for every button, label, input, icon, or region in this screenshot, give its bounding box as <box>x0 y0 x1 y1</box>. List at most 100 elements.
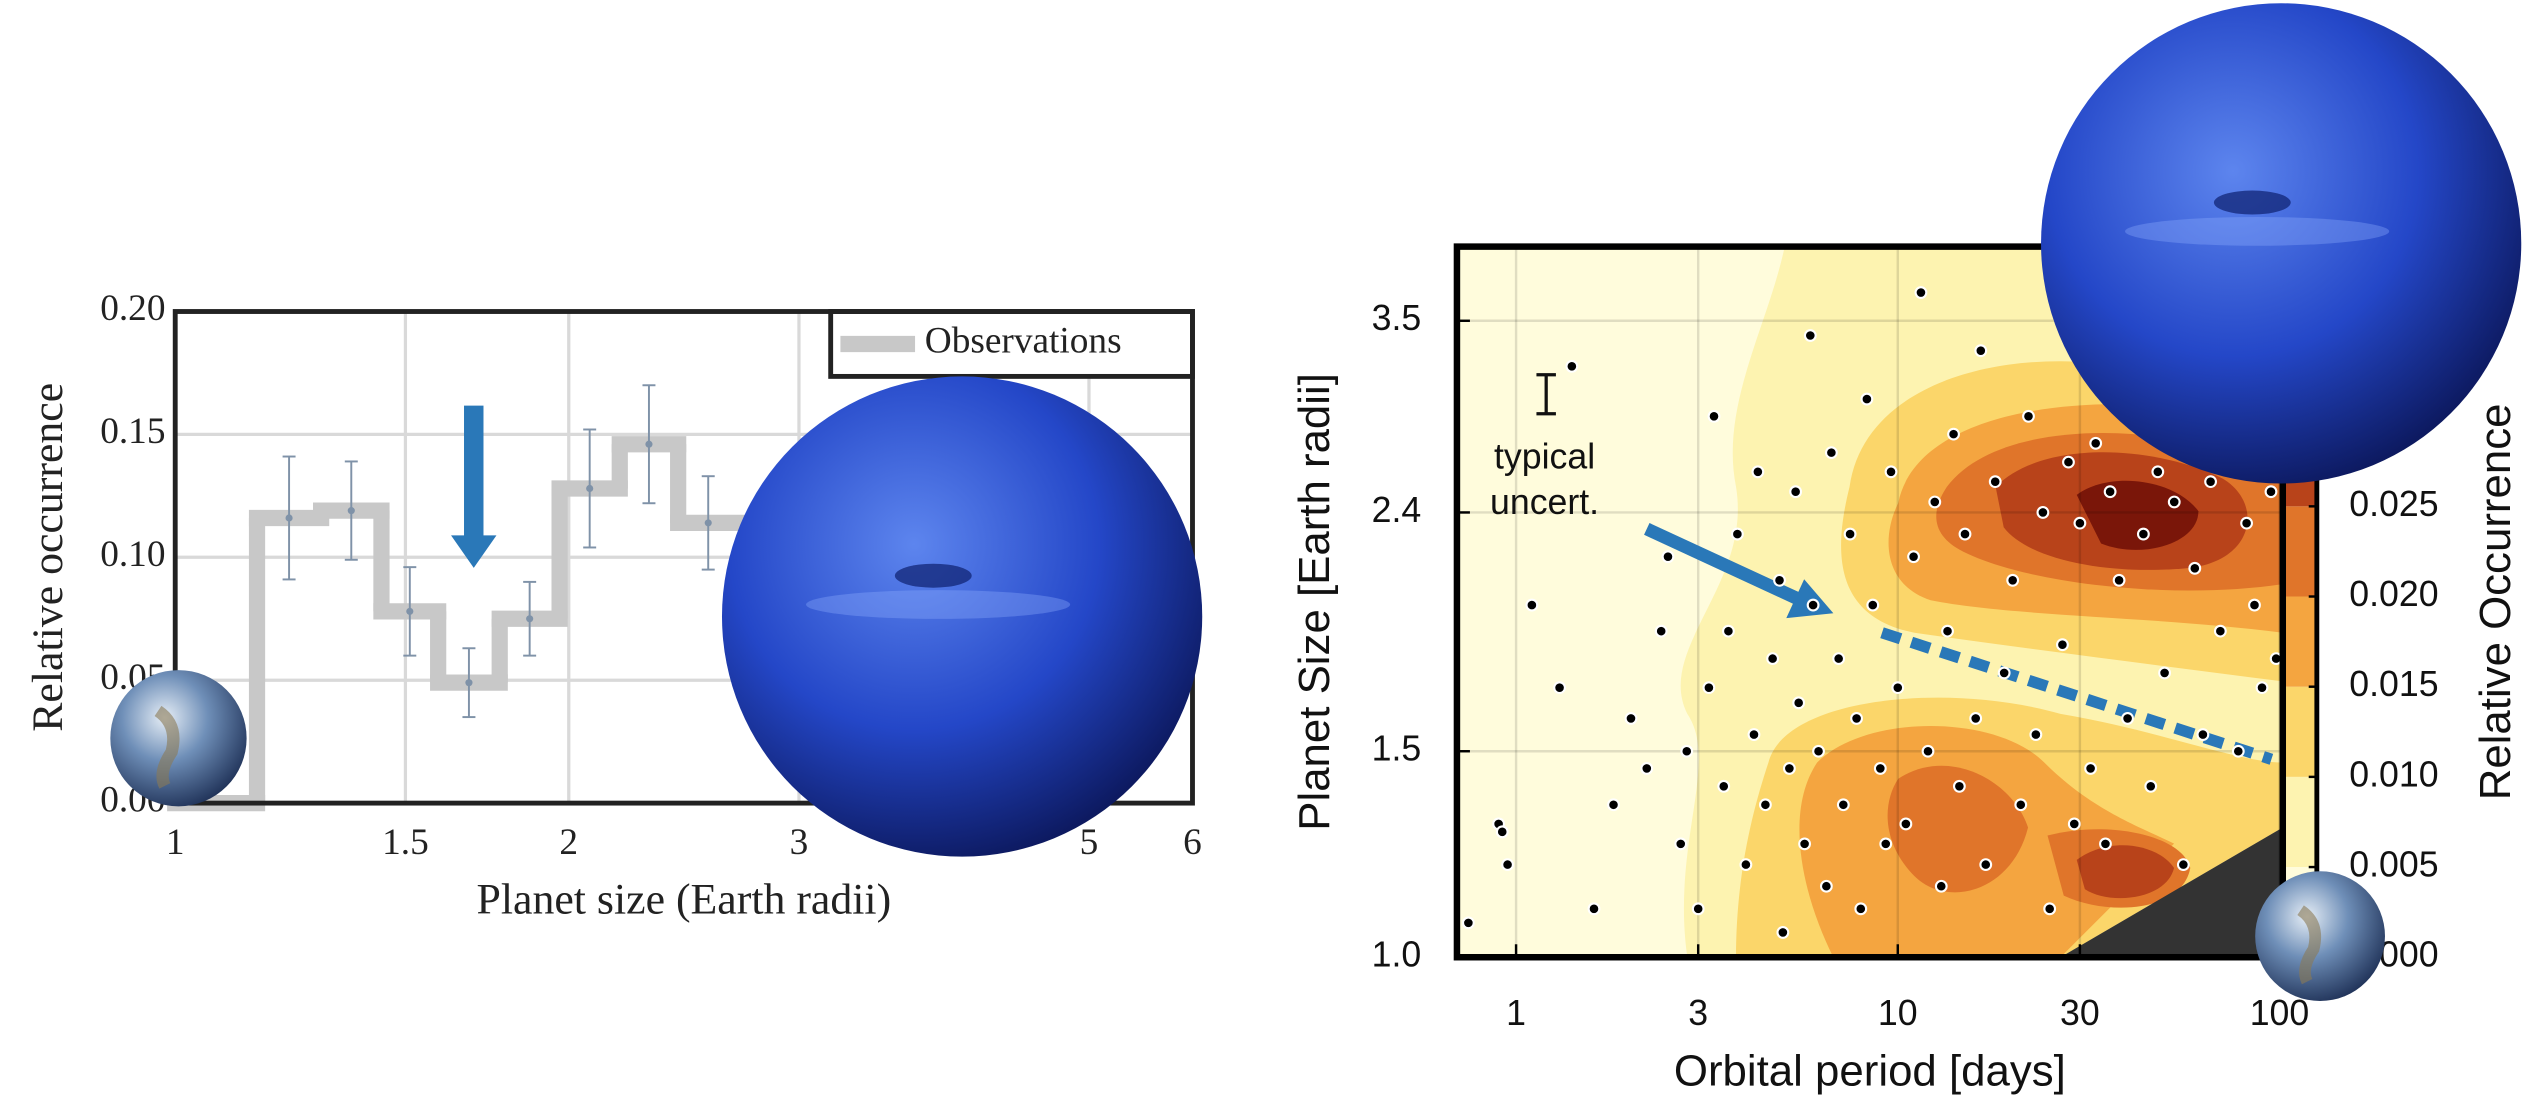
scatter-point <box>1958 527 1972 541</box>
scatter-point <box>1640 762 1654 775</box>
scatter-point <box>1501 858 1514 872</box>
y-tick-label: 0.15 <box>100 411 165 452</box>
scatter-point <box>2151 465 2165 479</box>
colorbar-label: Relative Occurrence <box>2471 404 2520 801</box>
colorbar-tick-label: 0.015 <box>2349 664 2438 704</box>
excluded-region <box>2060 827 2283 958</box>
scatter-point <box>2043 902 2057 916</box>
scatter-point <box>1773 573 1786 587</box>
neptune-icon <box>2041 3 2522 484</box>
scatter-point <box>1969 712 1983 725</box>
legend-label: Observations <box>925 321 1122 362</box>
y-axis-label: Planet Size [Earth radii] <box>1290 373 1339 831</box>
data-point <box>645 440 653 448</box>
scatter-point <box>2121 712 2134 725</box>
scatter-point <box>2062 455 2075 469</box>
data-point <box>526 615 534 623</box>
scatter-point <box>1879 837 1893 851</box>
scatter-point <box>2067 817 2081 831</box>
contour-region <box>1887 765 2029 893</box>
scatter-point <box>1928 495 1942 509</box>
scatter-point <box>1739 858 1753 872</box>
scatter-point <box>1952 779 1966 793</box>
scatter-point <box>2255 681 2269 695</box>
scatter-point <box>2231 744 2245 758</box>
neptune-icon-spot <box>2213 190 2291 215</box>
x-tick-label: 2 <box>559 822 578 863</box>
scatter-point <box>1866 598 1880 612</box>
scatter-point <box>1979 858 1993 872</box>
scatter-point <box>2248 598 2261 612</box>
scatter-point <box>1843 527 1857 541</box>
data-point <box>465 679 473 687</box>
scatter-point <box>1461 916 1475 930</box>
y-tick-label: 2.4 <box>1372 490 1422 530</box>
scatter-point <box>2099 837 2112 851</box>
scatter-point <box>1860 392 1874 406</box>
scatter-point <box>2213 624 2227 638</box>
scatter-point <box>1832 652 1846 666</box>
y-tick-label: 0.20 <box>100 288 165 329</box>
x-tick-label: 100 <box>2250 993 2310 1033</box>
y-tick-label: 3.5 <box>1372 298 1422 338</box>
scatter-point <box>2084 762 2098 775</box>
scatter-point <box>1587 902 1601 916</box>
scatter-point <box>2014 798 2028 812</box>
plot-frame <box>1453 243 2287 961</box>
scatter-point <box>1565 359 1579 373</box>
scatter-point <box>2136 527 2150 541</box>
scatter-point <box>2112 573 2126 587</box>
arrow-head <box>1786 579 1834 619</box>
y-axis-label: Relative occurrence <box>24 383 72 732</box>
scatter-point <box>1607 798 1620 812</box>
neptune-icon <box>721 376 1203 857</box>
scatter-point <box>1806 598 1820 612</box>
data-point <box>406 607 414 615</box>
scatter-point <box>1914 286 1928 299</box>
scatter-point <box>1553 681 1566 695</box>
scatter-point <box>1747 728 1761 741</box>
neptune-icon-band <box>2125 216 2390 246</box>
neptune-icon-band <box>806 590 1071 619</box>
scatter-point <box>1525 598 1539 612</box>
x-tick-label: 6 <box>1183 822 1202 863</box>
scatter-point <box>1884 465 1898 479</box>
annotation: uncert. <box>1490 482 1599 522</box>
scatter-point <box>1854 902 1868 916</box>
scatter-point <box>2056 638 2069 652</box>
x-axis-label: Orbital period [days] <box>1674 1047 2066 1096</box>
colorbar-segment <box>2282 776 2317 868</box>
scatter-point <box>2029 728 2043 741</box>
scatter-point <box>2158 666 2171 680</box>
scatter-point <box>2006 573 2020 587</box>
scatter-point <box>1934 879 1948 893</box>
scatter-point <box>1850 712 1863 725</box>
scatter-point <box>1891 681 1905 695</box>
scatter-point <box>1789 485 1803 499</box>
scatter-point <box>1751 465 1765 479</box>
scatter-point <box>2167 495 2181 509</box>
scatter-point <box>1730 527 1744 541</box>
scatter-point <box>1907 550 1920 564</box>
data-point <box>704 519 712 527</box>
scatter-point <box>1717 779 1731 793</box>
scatter-point <box>2144 779 2158 793</box>
colorbar-segment <box>2282 506 2317 597</box>
scatter-point <box>1899 817 1913 831</box>
scatter-point <box>1921 744 1935 758</box>
colorbar-tick-label: 0.005 <box>2349 844 2438 884</box>
x-tick-label: 1 <box>166 822 185 863</box>
colorbar-tick-label: 0.020 <box>2349 574 2438 614</box>
scatter-point <box>2196 728 2210 741</box>
scatter-point <box>1997 666 2011 680</box>
x-tick-label: 1 <box>1506 993 1526 1033</box>
earth-icon-land <box>2297 905 2322 985</box>
colorbar-tick-label: 0.025 <box>2349 484 2438 524</box>
scatter-point <box>1812 744 1825 758</box>
scatter-point <box>1691 902 1705 916</box>
scatter-point <box>1873 762 1887 775</box>
scatter-point <box>1776 926 1790 939</box>
uncertainty-bar <box>1536 373 1556 416</box>
scatter-point <box>2022 409 2035 423</box>
